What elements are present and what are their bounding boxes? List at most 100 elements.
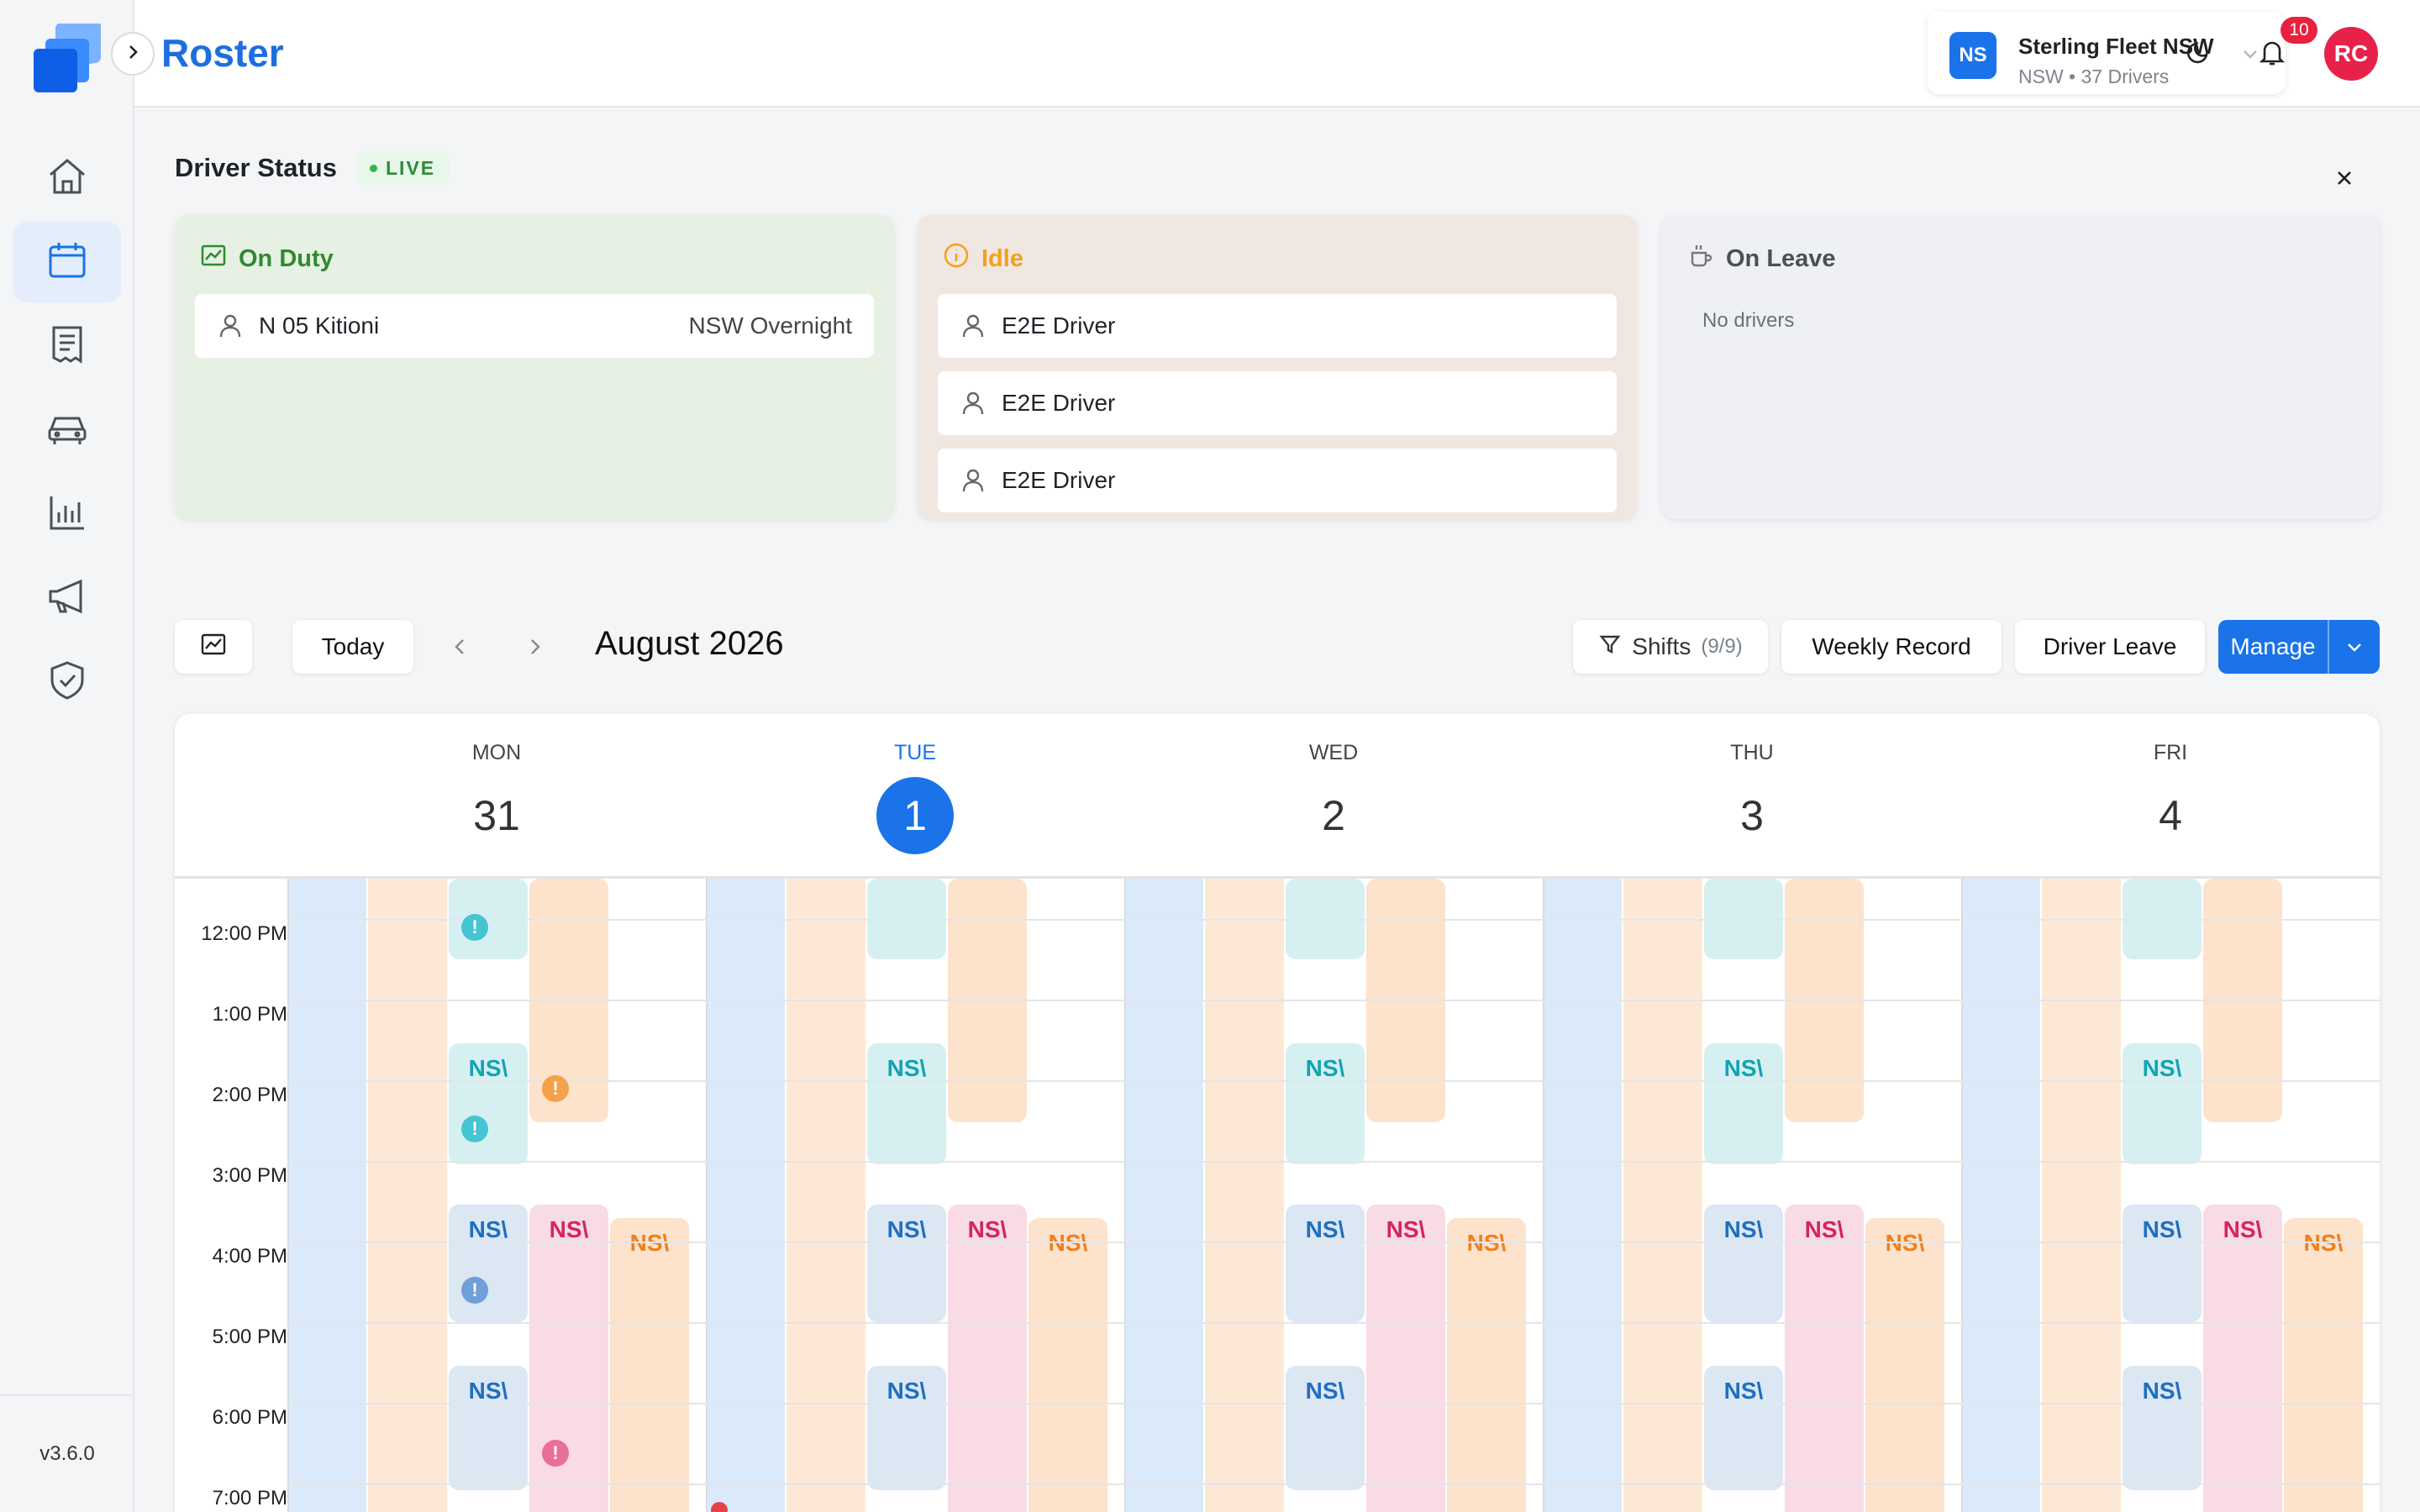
alert-badge-icon[interactable]: !	[461, 914, 488, 941]
driver-row[interactable]: N 05 Kitioni NSW Overnight	[195, 294, 874, 358]
shift-label: NS\	[1386, 1216, 1426, 1242]
shift-label: NS\	[1723, 1055, 1764, 1081]
shift-block[interactable]	[1704, 1205, 1783, 1322]
chevron-down-icon	[2238, 42, 2262, 70]
driver-status-title: Driver Status	[175, 153, 337, 182]
live-badge: LIVE	[356, 151, 450, 185]
shift-lane	[706, 879, 785, 1512]
trend-chart-icon	[200, 242, 227, 276]
shift-block[interactable]	[449, 1366, 528, 1490]
shift-block[interactable]	[867, 1366, 946, 1490]
day-divider	[706, 879, 708, 1512]
chevron-down-icon	[2348, 643, 2361, 652]
alert-badge-icon[interactable]: !	[461, 1116, 488, 1142]
shift-block[interactable]	[2123, 1366, 2202, 1490]
manage-label: Manage	[2230, 633, 2316, 659]
sidebar-collapse-button[interactable]	[111, 32, 155, 76]
shift-block[interactable]	[449, 1205, 528, 1322]
alert-badge-icon[interactable]: !	[542, 1440, 569, 1467]
shift-block[interactable]	[1366, 1205, 1445, 1512]
sidebar-item-roster[interactable]	[13, 222, 121, 302]
shift-block[interactable]	[2203, 1205, 2282, 1512]
day-header-thu[interactable]: THU 3	[1543, 714, 1961, 879]
day-header-tue[interactable]: TUE 1	[706, 714, 1124, 879]
shift-block[interactable]	[1286, 1366, 1365, 1490]
sidebar-item-announcements[interactable]	[13, 558, 121, 638]
chart-view-button[interactable]	[175, 620, 252, 674]
shift-label: NS\	[2142, 1055, 2182, 1081]
person-icon	[962, 469, 984, 492]
shift-block[interactable]	[2123, 1205, 2202, 1322]
on-duty-header: On Duty	[200, 242, 334, 276]
shift-block[interactable]	[1704, 1043, 1783, 1164]
sidebar-item-compliance[interactable]	[13, 642, 121, 722]
day-number: 1	[876, 777, 954, 854]
chart-icon	[45, 491, 89, 538]
sidebar-item-home[interactable]	[13, 138, 121, 218]
shift-block[interactable]	[1865, 1218, 1944, 1512]
shift-block[interactable]	[1447, 1218, 1526, 1512]
today-button[interactable]: Today	[292, 620, 413, 674]
day-number: 3	[1740, 792, 1764, 839]
sidebar-item-records[interactable]	[13, 306, 121, 386]
day-header-mon[interactable]: MON 31	[287, 714, 706, 879]
shifts-filter-button[interactable]: Shifts (9/9)	[1573, 620, 1768, 674]
shift-label: NS\	[549, 1216, 589, 1242]
shift-block[interactable]	[867, 1205, 946, 1322]
theme-toggle-button[interactable]	[2176, 32, 2220, 76]
shift-label: NS\	[886, 1055, 927, 1081]
on-duty-title: On Duty	[239, 244, 334, 272]
app-version: v3.6.0	[0, 1394, 134, 1512]
driver-row[interactable]: E2E Driver	[938, 371, 1617, 435]
shift-block[interactable]	[610, 1218, 689, 1512]
hour-line	[287, 919, 2380, 921]
shift-label: NS\	[886, 1378, 927, 1404]
shifts-label: Shifts	[1632, 633, 1691, 659]
time-label: 1:00 PM	[212, 1003, 287, 1026]
shift-label: NS\	[468, 1378, 508, 1404]
previous-week-button[interactable]	[444, 632, 477, 665]
month-label: August 2026	[595, 625, 784, 662]
weekly-record-button[interactable]: Weekly Record	[1781, 620, 2002, 674]
bell-icon	[2257, 37, 2287, 71]
fleet-selector[interactable]: NS Sterling Fleet NSW NSW • 37 Drivers	[1928, 12, 2286, 94]
filter-icon	[1598, 633, 1622, 662]
shift-block[interactable]	[1286, 1205, 1365, 1322]
driver-row[interactable]: E2E Driver	[938, 294, 1617, 358]
shift-label: NS\	[1466, 1230, 1507, 1256]
sidebar-item-reports[interactable]	[13, 474, 121, 554]
close-driver-status-button[interactable]	[2328, 163, 2361, 197]
manage-dropdown-toggle[interactable]	[2329, 637, 2380, 657]
shift-lane	[1961, 879, 2040, 1512]
idle-header: Idle	[943, 242, 1023, 276]
sidebar-item-vehicles[interactable]	[13, 390, 121, 470]
shift-block[interactable]	[449, 1043, 528, 1164]
driver-row[interactable]: E2E Driver	[938, 449, 1617, 512]
shift-label: NS\	[1305, 1055, 1345, 1081]
time-label: 5:00 PM	[212, 1326, 287, 1348]
next-week-button[interactable]	[518, 632, 551, 665]
day-header-wed[interactable]: WED 2	[1124, 714, 1543, 879]
day-header-fri[interactable]: FRI 4	[1961, 714, 2380, 879]
shift-label: NS\	[468, 1216, 508, 1242]
shift-block[interactable]	[529, 1205, 608, 1512]
shift-label: NS\	[1305, 1378, 1345, 1404]
empty-state-text: No drivers	[1702, 309, 1795, 332]
driver-leave-button[interactable]: Driver Leave	[2015, 620, 2205, 674]
shift-block[interactable]	[1785, 1205, 1864, 1512]
alert-badge-icon[interactable]: !	[461, 1277, 488, 1304]
user-avatar[interactable]: RC	[2324, 27, 2378, 81]
notifications-button[interactable]	[2250, 32, 2294, 76]
shift-block[interactable]	[2284, 1218, 2363, 1512]
shift-block[interactable]	[1286, 1043, 1365, 1164]
person-icon	[962, 391, 984, 415]
shift-block[interactable]	[2123, 1043, 2202, 1164]
shift-block[interactable]	[1028, 1218, 1107, 1512]
shift-block[interactable]	[867, 1043, 946, 1164]
alert-badge-icon[interactable]: !	[542, 1075, 569, 1102]
coffee-icon	[1687, 242, 1714, 276]
app-logo-icon[interactable]	[30, 17, 104, 94]
manage-button[interactable]: Manage	[2218, 620, 2380, 674]
shift-block[interactable]	[948, 1205, 1027, 1512]
shift-block[interactable]	[1704, 1366, 1783, 1490]
